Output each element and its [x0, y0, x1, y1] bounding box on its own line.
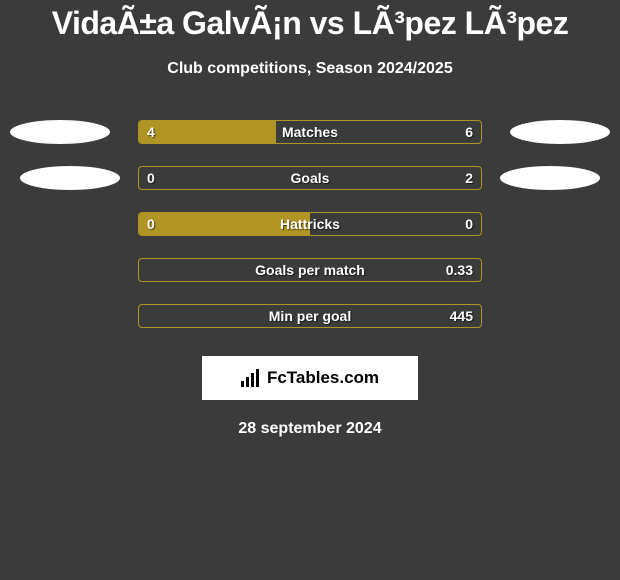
bar-track: 4 6 Matches — [138, 120, 482, 144]
stat-label: Min per goal — [269, 308, 351, 324]
stat-value-left: 0 — [147, 216, 155, 232]
photo-placeholder-right — [500, 166, 600, 190]
photo-placeholder-left — [10, 120, 110, 144]
bar-chart-icon — [241, 369, 261, 387]
stat-row: 0.33 Goals per match — [0, 258, 620, 282]
stat-row: 0 0 Hattricks — [0, 212, 620, 236]
stat-label: Matches — [282, 124, 338, 140]
stat-row: 4 6 Matches — [0, 120, 620, 144]
bar-fill-left — [139, 121, 276, 143]
stat-value-right: 0 — [465, 216, 473, 232]
stat-value-right: 0.33 — [446, 262, 473, 278]
stats-rows: 4 6 Matches 0 2 Goals 0 0 Hattricks 0.33 Goals per… — [0, 120, 620, 328]
bar-track: 0 2 Goals — [138, 166, 482, 190]
stat-row: 0 2 Goals — [0, 166, 620, 190]
subtitle: Club competitions, Season 2024/2025 — [167, 60, 452, 78]
bar-track: 0.33 Goals per match — [138, 258, 482, 282]
stat-row: 445 Min per goal — [0, 304, 620, 328]
stat-label: Goals — [291, 170, 330, 186]
page-title: VidaÃ±a GalvÃ¡n vs LÃ³pez LÃ³pez — [52, 5, 569, 42]
bar-track: 445 Min per goal — [138, 304, 482, 328]
logo-box[interactable]: FcTables.com — [202, 356, 418, 400]
comparison-card: VidaÃ±a GalvÃ¡n vs LÃ³pez LÃ³pez Club co… — [0, 0, 620, 438]
stat-value-left: 0 — [147, 170, 155, 186]
bar-track: 0 0 Hattricks — [138, 212, 482, 236]
stat-label: Hattricks — [280, 216, 340, 232]
stat-value-right: 2 — [465, 170, 473, 186]
stat-value-right: 445 — [450, 308, 473, 324]
stat-value-left: 4 — [147, 124, 155, 140]
photo-placeholder-left — [20, 166, 120, 190]
photo-placeholder-right — [510, 120, 610, 144]
date-text: 28 september 2024 — [238, 420, 381, 438]
logo-text: FcTables.com — [267, 368, 379, 388]
stat-value-right: 6 — [465, 124, 473, 140]
stat-label: Goals per match — [255, 262, 365, 278]
